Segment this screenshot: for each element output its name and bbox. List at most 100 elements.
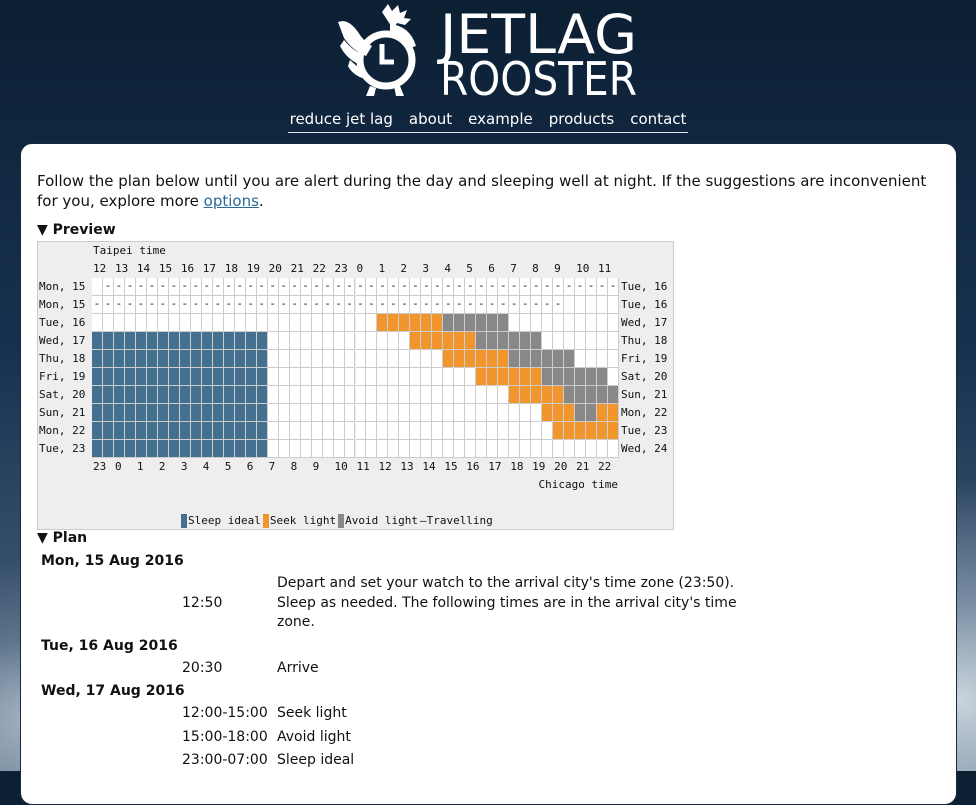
grid-cell [399, 314, 411, 332]
grid-cell [553, 422, 565, 440]
grid-cell [135, 314, 147, 332]
nav-link[interactable]: reduce jet lag [289, 110, 393, 128]
grid-cell: - [135, 296, 147, 314]
plan-text: Depart and set your watch to the arrival… [277, 575, 737, 630]
grid-cell: - [124, 296, 136, 314]
grid-cell [443, 368, 455, 386]
grid-cell [322, 332, 334, 350]
top-hour: 23 [334, 262, 348, 275]
grid-cell [102, 368, 114, 386]
grid-cell [542, 404, 554, 422]
grid-cell [443, 404, 455, 422]
legend-label: Sleep ideal [188, 514, 261, 527]
grid-cell: - [201, 296, 213, 314]
top-hour: 19 [246, 262, 260, 275]
grid-cell [487, 332, 499, 350]
grid-cell [465, 386, 477, 404]
grid-cell [113, 350, 125, 368]
grid-cell [300, 422, 312, 440]
grid-cell [553, 404, 565, 422]
intro-text: Follow the plan below until you are aler… [37, 172, 927, 210]
nav-link[interactable]: about [408, 110, 453, 128]
grid-cell [443, 422, 455, 440]
grid-cell [476, 386, 488, 404]
grid-cell [135, 368, 147, 386]
grid-cell: - [597, 278, 608, 296]
grid-cell [366, 368, 378, 386]
nav-link[interactable]: contact [630, 110, 687, 128]
grid-cell [366, 350, 378, 368]
legend-swatch [262, 514, 269, 528]
grid-cell [498, 386, 510, 404]
grid-cell [377, 368, 389, 386]
plan-text: Seek light [277, 705, 347, 721]
grid-cell [520, 350, 532, 368]
nav-link[interactable]: example [468, 110, 533, 128]
grid-cell [245, 386, 257, 404]
grid-cell [333, 422, 345, 440]
grid-cell [223, 332, 235, 350]
grid-cell [498, 368, 510, 386]
grid-cell [520, 368, 532, 386]
grid-cell [146, 440, 158, 458]
grid-cell: - [487, 278, 499, 296]
grid-cell: - [267, 296, 279, 314]
grid-cell [333, 404, 345, 422]
grid-cell [344, 368, 356, 386]
grid-cell: - [410, 296, 422, 314]
grid-cell: - [190, 296, 202, 314]
grid-cell [212, 404, 224, 422]
grid-cell [432, 404, 444, 422]
grid-cell: - [256, 278, 268, 296]
grid-cell [135, 386, 147, 404]
options-link[interactable]: options [203, 191, 259, 210]
grid-cell [102, 422, 114, 440]
grid-cell: - [300, 296, 312, 314]
grid-cell [212, 368, 224, 386]
grid-cell [575, 332, 587, 350]
grid-cell: - [355, 296, 367, 314]
grid-cell [564, 404, 576, 422]
grid-cell [311, 368, 323, 386]
grid-cell [432, 368, 444, 386]
grid-cell [487, 386, 499, 404]
grid-cell: - [520, 296, 532, 314]
grid-cell [542, 368, 554, 386]
grid-cell [410, 314, 422, 332]
grid-cell [498, 350, 510, 368]
grid-cell [487, 440, 499, 458]
legend-item: Sleep ideal [181, 512, 261, 530]
grid-cell [278, 386, 290, 404]
top-zone: Taipei time [93, 244, 166, 257]
grid-cell: - [201, 278, 213, 296]
bottom-hour: 20 [554, 460, 568, 473]
grid-cell: - [245, 278, 257, 296]
plan-entry: 23:00-07:00 Sleep ideal [37, 749, 937, 773]
top-hour: 3 [422, 262, 429, 275]
preview-heading[interactable]: ▼ Preview [37, 222, 116, 238]
grid-cell: - [278, 296, 290, 314]
logo[interactable]: JETLAG ROOSTER [330, 0, 650, 100]
grid-cell: - [289, 296, 301, 314]
grid-cell [553, 314, 565, 332]
row-right-label: Sun, 21 [621, 388, 668, 401]
grid-cell [190, 404, 202, 422]
grid-cell [124, 368, 136, 386]
grid-cell [223, 314, 235, 332]
grid-cell [564, 386, 576, 404]
grid-cell [366, 314, 378, 332]
plan-heading[interactable]: ▼ Plan [37, 530, 88, 546]
grid-cell [146, 368, 158, 386]
row-right-label: Wed, 17 [621, 316, 668, 329]
grid-cell [201, 368, 213, 386]
grid-cell [201, 332, 213, 350]
grid-cell: - [92, 296, 103, 314]
grid-cell [410, 422, 422, 440]
grid-cell [608, 296, 619, 314]
grid-cell [113, 332, 125, 350]
nav-link[interactable]: products [548, 110, 615, 128]
grid-cell [388, 332, 400, 350]
grid-cell: - [267, 278, 279, 296]
grid-cell [234, 350, 246, 368]
grid-cell: - [454, 296, 466, 314]
